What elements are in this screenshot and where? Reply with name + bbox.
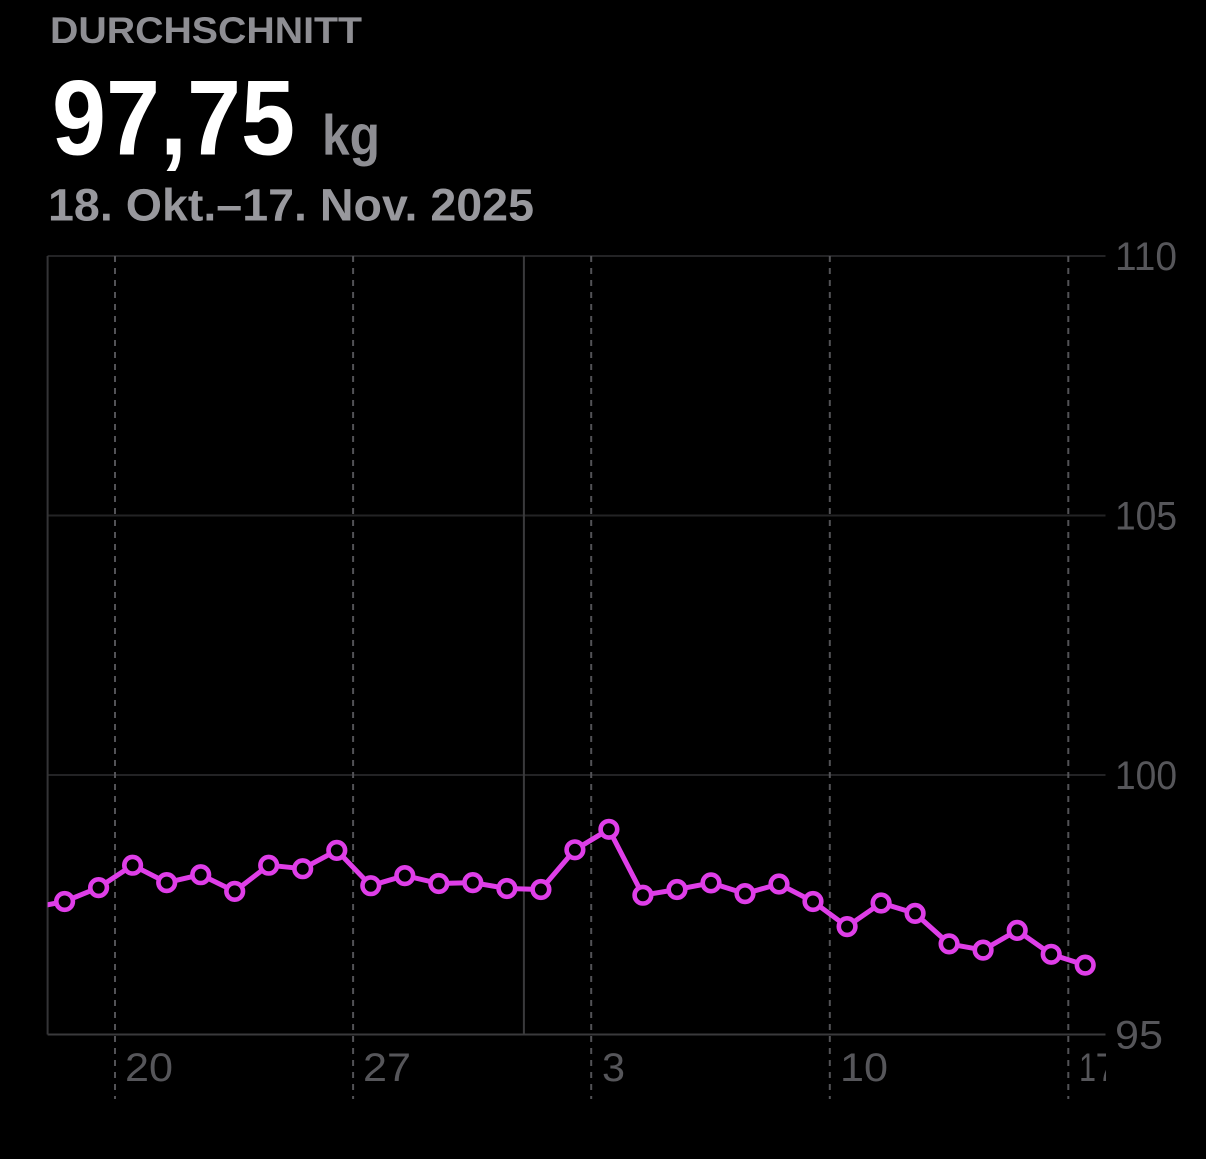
svg-text:DURCHSCHNITT: DURCHSCHNITT — [50, 10, 362, 51]
svg-text:1: 1 — [1079, 1046, 1096, 1090]
svg-text:110: 110 — [1115, 235, 1177, 279]
svg-text:27: 27 — [363, 1046, 411, 1090]
svg-text:105: 105 — [1115, 495, 1177, 539]
svg-text:18. Okt.–17. Nov. 2025: 18. Okt.–17. Nov. 2025 — [48, 179, 534, 230]
svg-text:10: 10 — [840, 1046, 888, 1090]
svg-text:3: 3 — [602, 1046, 625, 1090]
svg-text:95: 95 — [1115, 1014, 1163, 1058]
svg-text:20: 20 — [125, 1046, 173, 1090]
svg-text:100: 100 — [1115, 754, 1177, 798]
svg-text:97,75: 97,75 — [52, 58, 295, 178]
svg-text:kg: kg — [322, 104, 380, 168]
svg-text:7: 7 — [1095, 1046, 1121, 1090]
